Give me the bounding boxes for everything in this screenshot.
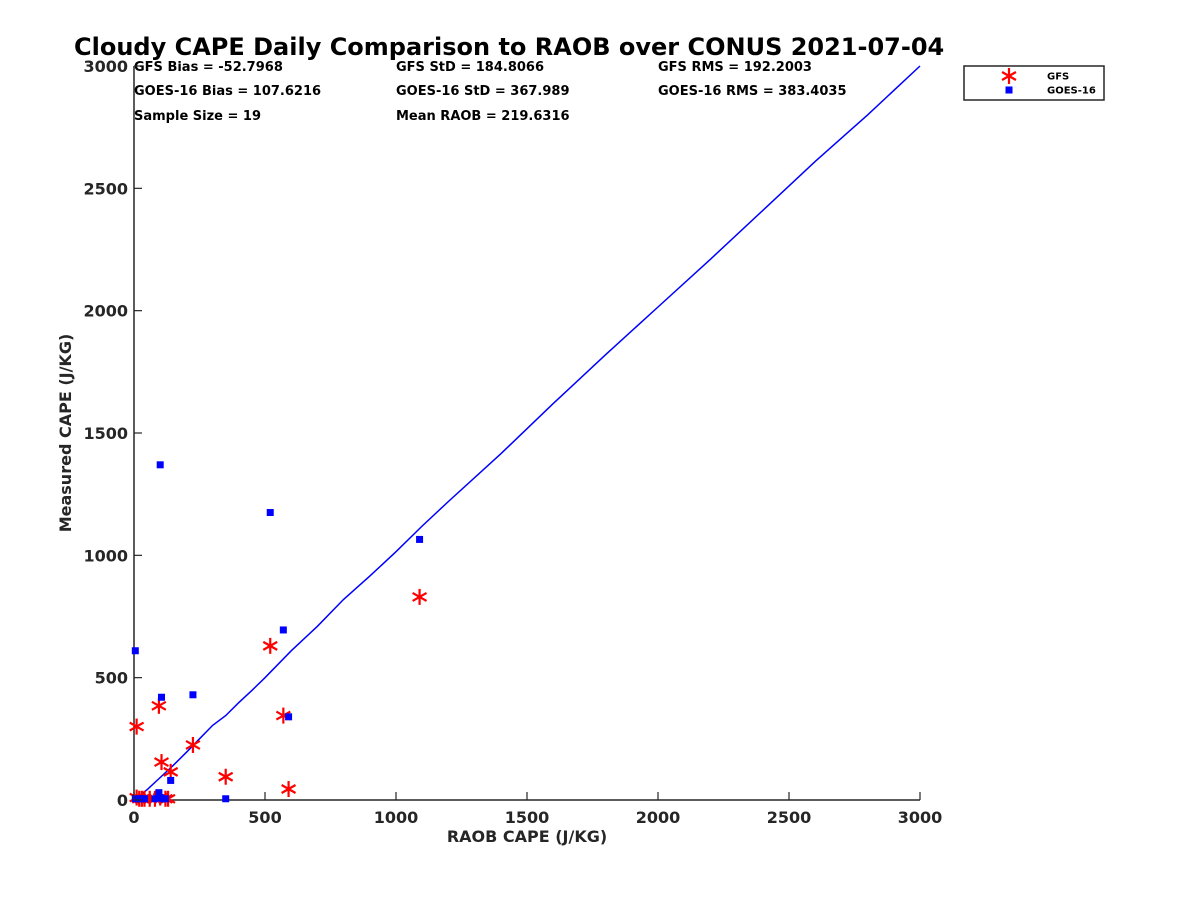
x-tick-label: 500 — [248, 808, 281, 827]
asterisk-stroke — [262, 640, 278, 651]
asterisk-stroke — [218, 771, 234, 782]
goes16-point — [151, 795, 159, 803]
y-tick-label: 2000 — [83, 302, 128, 321]
gfs-point — [412, 588, 428, 605]
stat-label: GOES-16 StD = 367.989 — [396, 84, 570, 99]
legend-gfs-marker — [1001, 68, 1017, 84]
gfs-point — [262, 637, 278, 654]
x-tick-label: 2000 — [636, 808, 681, 827]
y-tick-label: 1000 — [83, 546, 128, 565]
legend-goes16-marker — [1005, 86, 1013, 94]
stat-label: GFS Bias = -52.7968 — [134, 60, 283, 75]
x-tick-label: 0 — [128, 808, 139, 827]
fit-line — [133, 65, 921, 801]
goes16-point — [155, 789, 163, 797]
asterisk-stroke — [281, 784, 297, 794]
asterisk-stroke — [412, 591, 428, 602]
gfs-point — [185, 736, 201, 753]
goes16-point — [138, 795, 146, 803]
stat-label: GOES-16 RMS = 383.4035 — [658, 84, 847, 99]
gfs-point — [218, 768, 234, 785]
gfs-point — [154, 754, 170, 771]
asterisk-stroke — [154, 757, 170, 768]
stat-label: GOES-16 Bias = 107.6216 — [134, 84, 321, 99]
x-tick-label: 2500 — [767, 808, 812, 827]
legend-entry-label: GFS — [1047, 72, 1069, 83]
asterisk-stroke — [275, 710, 291, 721]
goes16-point — [131, 795, 139, 803]
y-axis-label: Measured CAPE (J/KG) — [56, 334, 75, 533]
y-tick-label: 2500 — [83, 179, 128, 198]
asterisk-stroke — [129, 721, 145, 732]
asterisk-stroke — [163, 766, 179, 777]
goes16-point — [167, 776, 175, 784]
statistics-annotations: GFS Bias = -52.7968 GFS StD = 184.8066 GFS… — [134, 60, 847, 124]
y-tick-label: 500 — [95, 669, 128, 688]
goes16-point — [285, 713, 293, 721]
stat-label: Sample Size = 19 — [134, 109, 261, 124]
stat-label: Mean RAOB = 219.6316 — [396, 109, 570, 124]
goes16-point — [131, 647, 139, 655]
goes16-point — [222, 795, 230, 803]
series-goes-16 — [131, 461, 424, 803]
y-axis-ticks: 0 500 1000 1500 2000 2500 3000 — [83, 57, 142, 810]
y-tick-label: 1500 — [83, 424, 128, 443]
gfs-point — [129, 718, 145, 735]
chart-title: Cloudy CAPE Daily Comparison to RAOB ove… — [74, 33, 944, 61]
stat-label: GFS StD = 184.8066 — [396, 60, 544, 75]
x-tick-label: 3000 — [898, 808, 943, 827]
x-axis-ticks: 0 500 1000 1500 2000 2500 3000 — [128, 792, 942, 827]
goes16-point — [159, 795, 167, 803]
y-tick-label: 3000 — [83, 57, 128, 76]
goes16-point — [266, 509, 274, 517]
asterisk-stroke — [185, 739, 201, 750]
x-tick-label: 1500 — [505, 808, 550, 827]
goes16-point — [158, 693, 166, 701]
goes16-point — [156, 461, 164, 469]
legend-box — [963, 65, 1105, 101]
goes16-point — [279, 626, 287, 634]
goes16-point — [416, 535, 424, 543]
legend: GFS GOES-16 — [963, 65, 1105, 101]
asterisk-stroke — [1001, 71, 1017, 81]
gfs-point — [281, 780, 297, 797]
legend-entry-label: GOES-16 — [1047, 86, 1096, 97]
goes16-point — [189, 691, 197, 699]
stat-label: GFS RMS = 192.2003 — [658, 60, 812, 75]
x-axis-label: RAOB CAPE (J/KG) — [447, 827, 607, 846]
asterisk-stroke — [151, 700, 167, 711]
x-tick-label: 1000 — [374, 808, 419, 827]
y-tick-label: 0 — [117, 791, 128, 810]
